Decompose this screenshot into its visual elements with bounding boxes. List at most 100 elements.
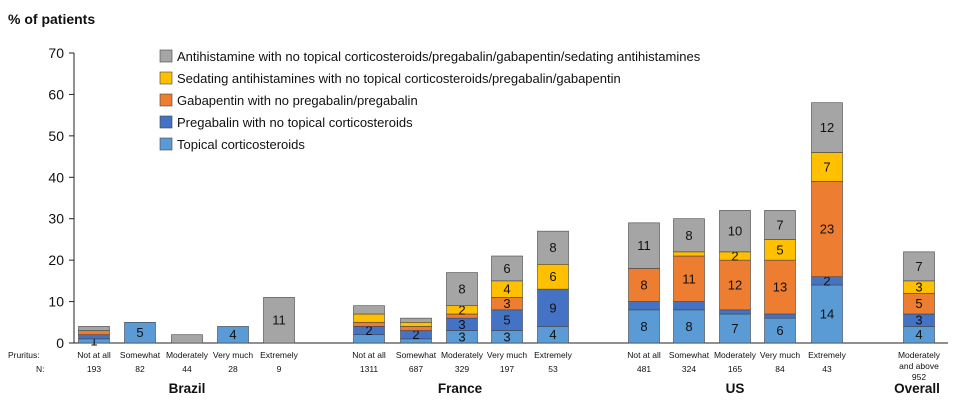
bar-segment (537, 288, 569, 327)
category-label: Somewhat (396, 350, 437, 360)
bar-segment (628, 222, 660, 269)
x-axis-labels: Not at all 193 Somewhat 82 Moderately 44 Very … (77, 350, 941, 396)
bar-segment (124, 321, 156, 344)
legend-label: Gabapentin with no pregabalin/pregabalin (177, 93, 418, 108)
bar-segment (628, 309, 660, 344)
category-label: Somewhat (669, 350, 710, 360)
bar-segment (78, 334, 110, 340)
y-tick-label: 40 (48, 169, 64, 185)
y-tick-label: 20 (48, 252, 64, 268)
group-label: Overall (894, 381, 940, 396)
bar-value-label: 12 (728, 278, 742, 293)
category-label: Moderately (166, 350, 209, 360)
bar-value-label: 7 (823, 159, 830, 174)
category-label: Moderately (898, 350, 941, 360)
bar-value-label: 8 (640, 278, 647, 293)
n-value-label: 53 (548, 364, 558, 374)
bar-segment (764, 313, 796, 319)
bar-value-label: 5 (136, 325, 143, 340)
y-tick-label: 30 (48, 211, 64, 227)
bar-value-label: 13 (773, 280, 787, 295)
n-value-label: 952 (912, 372, 926, 382)
bar-segment (171, 334, 203, 344)
category-label: Extremely (808, 350, 847, 360)
bar-segment (353, 305, 385, 315)
bar-segment (764, 259, 796, 315)
category-label: Not at all (77, 350, 111, 360)
category-label: Somewhat (120, 350, 161, 360)
bar-segment (353, 313, 385, 323)
bar-segment (353, 321, 385, 327)
bar-value-label: 3 (503, 329, 510, 344)
category-label: Extremely (534, 350, 573, 360)
bar-segment (673, 309, 705, 344)
bar-value-label: 8 (685, 319, 692, 334)
bar-segment (673, 251, 705, 257)
n-value-label: 9 (277, 364, 282, 374)
bar-value-label: 23 (820, 222, 834, 237)
bar-value-label: 4 (549, 327, 556, 342)
bar-segment (78, 330, 110, 336)
legend-swatch (159, 115, 173, 129)
bar-value-label: 4 (229, 327, 236, 342)
y-tick-label: 10 (48, 294, 64, 310)
bar-value-label: 11 (272, 313, 286, 328)
y-tick-label: 70 (48, 45, 64, 61)
y-axis-label: % of patients (8, 11, 95, 27)
bar-segment (903, 251, 935, 282)
legend-swatch (159, 137, 173, 151)
bar-segment (537, 230, 569, 265)
bar-value-label: 8 (640, 319, 647, 334)
bar-value-label: 4 (915, 327, 922, 342)
category-label: and above (899, 361, 939, 371)
bar-segment (78, 326, 110, 331)
legend-swatch (159, 93, 173, 107)
n-value-label: 82 (135, 364, 145, 374)
bar-segment (719, 309, 751, 315)
n-value-label: 324 (682, 364, 696, 374)
group-label: Brazil (169, 381, 206, 396)
category-label: Not at all (627, 350, 661, 360)
bar-segment (811, 284, 843, 344)
bar-value-label: 5 (776, 242, 783, 257)
n-value-label: 1311 (360, 364, 379, 374)
legend-label: Pregabalin with no topical corticosteroi… (177, 115, 413, 130)
bar-segment (491, 255, 523, 282)
legend-swatch (159, 49, 173, 63)
bar-value-label: 11 (637, 238, 651, 253)
bar-value-label: 8 (458, 282, 465, 297)
n-row-label: N: (36, 364, 45, 374)
bar-value-label: 7 (731, 321, 738, 336)
category-label: Extremely (260, 350, 299, 360)
bar-segment (719, 313, 751, 344)
n-value-label: 43 (822, 364, 832, 374)
bar-value-label: 5 (503, 313, 510, 328)
bar-segment (673, 218, 705, 253)
bar-segment (400, 317, 432, 323)
n-value-label: 84 (775, 364, 785, 374)
bar-value-label: 7 (776, 217, 783, 232)
pruritus-row-label: Pruritus: (8, 350, 40, 360)
bar-value-label: 12 (820, 120, 834, 135)
bar-segment (217, 326, 249, 344)
bar-value-label: 3 (458, 329, 465, 344)
bar-value-label: 2 (365, 323, 372, 338)
bar-value-label: 3 (915, 280, 922, 295)
bar-value-label: 6 (776, 323, 783, 338)
bar-value-label: 5 (915, 296, 922, 311)
bar-segment (446, 272, 478, 307)
n-value-label: 165 (728, 364, 742, 374)
category-label: Very much (760, 350, 800, 360)
bar-value-label: 2 (412, 327, 419, 342)
bar-value-label: 1 (90, 333, 97, 348)
n-value-label: 193 (87, 364, 101, 374)
bar-value-label: 9 (549, 300, 556, 315)
y-tick-label: 50 (48, 128, 64, 144)
bar-value-label: 7 (915, 259, 922, 274)
group-label: France (438, 381, 483, 396)
bar-value-label: 8 (685, 228, 692, 243)
category-label: Very much (487, 350, 527, 360)
bar-value-label: 2 (458, 302, 465, 317)
